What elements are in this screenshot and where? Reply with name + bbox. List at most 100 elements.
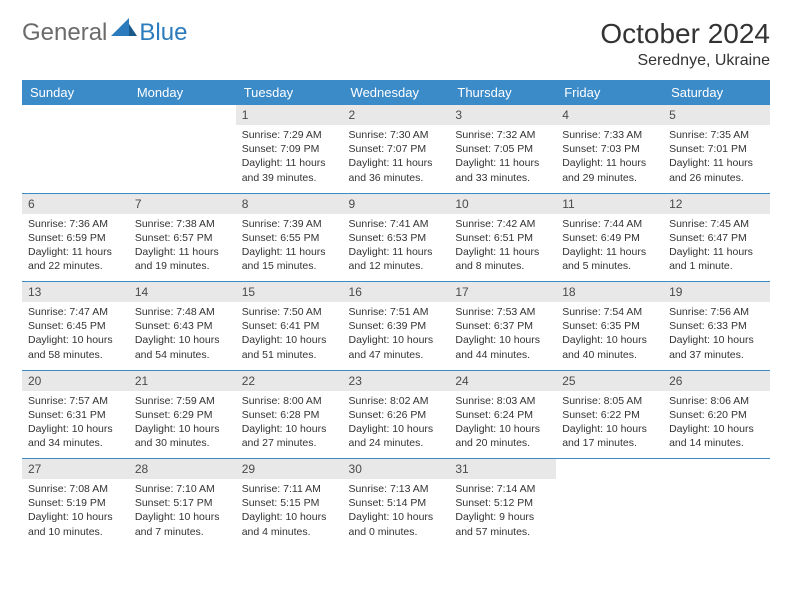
sunrise: Sunrise: 7:54 AM xyxy=(562,305,657,319)
day-details: Sunrise: 7:10 AMSunset: 5:17 PMDaylight:… xyxy=(129,479,236,542)
day-details: Sunrise: 7:59 AMSunset: 6:29 PMDaylight:… xyxy=(129,391,236,454)
day-details: Sunrise: 7:39 AMSunset: 6:55 PMDaylight:… xyxy=(236,214,343,277)
day-number: 27 xyxy=(22,459,129,479)
daylight: Daylight: 10 hours and 54 minutes. xyxy=(135,333,230,361)
day-details: Sunrise: 7:30 AMSunset: 7:07 PMDaylight:… xyxy=(343,125,450,188)
daylight: Daylight: 11 hours and 19 minutes. xyxy=(135,245,230,273)
sunset: Sunset: 6:43 PM xyxy=(135,319,230,333)
day-details: Sunrise: 7:11 AMSunset: 5:15 PMDaylight:… xyxy=(236,479,343,542)
daylight: Daylight: 11 hours and 33 minutes. xyxy=(455,156,550,184)
sunrise: Sunrise: 7:51 AM xyxy=(349,305,444,319)
daylight: Daylight: 10 hours and 17 minutes. xyxy=(562,422,657,450)
day-cell: 20Sunrise: 7:57 AMSunset: 6:31 PMDayligh… xyxy=(22,371,129,459)
sunset: Sunset: 7:03 PM xyxy=(562,142,657,156)
day-number: 19 xyxy=(663,282,770,302)
day-number: 22 xyxy=(236,371,343,391)
sunset: Sunset: 6:24 PM xyxy=(455,408,550,422)
day-cell: 9Sunrise: 7:41 AMSunset: 6:53 PMDaylight… xyxy=(343,194,450,282)
day-cell: 23Sunrise: 8:02 AMSunset: 6:26 PMDayligh… xyxy=(343,371,450,459)
daylight: Daylight: 11 hours and 26 minutes. xyxy=(669,156,764,184)
sunrise: Sunrise: 7:38 AM xyxy=(135,217,230,231)
sunset: Sunset: 7:05 PM xyxy=(455,142,550,156)
daylight: Daylight: 10 hours and 44 minutes. xyxy=(455,333,550,361)
col-saturday: Saturday xyxy=(663,80,770,105)
sunrise: Sunrise: 7:53 AM xyxy=(455,305,550,319)
logo-text-gray: General xyxy=(22,19,107,47)
day-number: 12 xyxy=(663,194,770,214)
daylight: Daylight: 10 hours and 4 minutes. xyxy=(242,510,337,538)
day-number: 2 xyxy=(343,105,450,125)
day-number: 10 xyxy=(449,194,556,214)
daylight: Daylight: 10 hours and 30 minutes. xyxy=(135,422,230,450)
day-details: Sunrise: 8:02 AMSunset: 6:26 PMDaylight:… xyxy=(343,391,450,454)
sunset: Sunset: 5:15 PM xyxy=(242,496,337,510)
sunset: Sunset: 6:22 PM xyxy=(562,408,657,422)
day-cell: 1Sunrise: 7:29 AMSunset: 7:09 PMDaylight… xyxy=(236,105,343,193)
day-number: 25 xyxy=(556,371,663,391)
day-details: Sunrise: 8:05 AMSunset: 6:22 PMDaylight:… xyxy=(556,391,663,454)
header: General Blue October 2024 Serednye, Ukra… xyxy=(22,18,770,70)
week-row: 27Sunrise: 7:08 AMSunset: 5:19 PMDayligh… xyxy=(22,459,770,547)
day-number: 21 xyxy=(129,371,236,391)
title-block: October 2024 Serednye, Ukraine xyxy=(600,18,770,70)
sunset: Sunset: 6:47 PM xyxy=(669,231,764,245)
sunrise: Sunrise: 7:48 AM xyxy=(135,305,230,319)
day-cell xyxy=(129,105,236,193)
day-number: 18 xyxy=(556,282,663,302)
day-details: Sunrise: 7:50 AMSunset: 6:41 PMDaylight:… xyxy=(236,302,343,365)
sunset: Sunset: 6:55 PM xyxy=(242,231,337,245)
daylight: Daylight: 11 hours and 12 minutes. xyxy=(349,245,444,273)
day-details: Sunrise: 7:56 AMSunset: 6:33 PMDaylight:… xyxy=(663,302,770,365)
day-details: Sunrise: 7:51 AMSunset: 6:39 PMDaylight:… xyxy=(343,302,450,365)
day-details: Sunrise: 8:03 AMSunset: 6:24 PMDaylight:… xyxy=(449,391,556,454)
daylight: Daylight: 11 hours and 1 minute. xyxy=(669,245,764,273)
day-number: 15 xyxy=(236,282,343,302)
col-friday: Friday xyxy=(556,80,663,105)
sunset: Sunset: 5:14 PM xyxy=(349,496,444,510)
daylight: Daylight: 10 hours and 7 minutes. xyxy=(135,510,230,538)
sunset: Sunset: 6:39 PM xyxy=(349,319,444,333)
day-cell: 31Sunrise: 7:14 AMSunset: 5:12 PMDayligh… xyxy=(449,459,556,547)
daylight: Daylight: 10 hours and 51 minutes. xyxy=(242,333,337,361)
day-number: 16 xyxy=(343,282,450,302)
calendar-body: 1Sunrise: 7:29 AMSunset: 7:09 PMDaylight… xyxy=(22,105,770,547)
sunrise: Sunrise: 7:11 AM xyxy=(242,482,337,496)
sunset: Sunset: 6:41 PM xyxy=(242,319,337,333)
day-details: Sunrise: 7:44 AMSunset: 6:49 PMDaylight:… xyxy=(556,214,663,277)
day-cell: 12Sunrise: 7:45 AMSunset: 6:47 PMDayligh… xyxy=(663,194,770,282)
sunrise: Sunrise: 7:35 AM xyxy=(669,128,764,142)
daylight: Daylight: 11 hours and 29 minutes. xyxy=(562,156,657,184)
day-cell: 15Sunrise: 7:50 AMSunset: 6:41 PMDayligh… xyxy=(236,282,343,370)
sunset: Sunset: 6:51 PM xyxy=(455,231,550,245)
sunset: Sunset: 6:29 PM xyxy=(135,408,230,422)
day-number: 11 xyxy=(556,194,663,214)
logo-text-blue: Blue xyxy=(139,19,187,47)
day-cell: 30Sunrise: 7:13 AMSunset: 5:14 PMDayligh… xyxy=(343,459,450,547)
day-cell: 8Sunrise: 7:39 AMSunset: 6:55 PMDaylight… xyxy=(236,194,343,282)
day-details: Sunrise: 7:36 AMSunset: 6:59 PMDaylight:… xyxy=(22,214,129,277)
daylight: Daylight: 10 hours and 27 minutes. xyxy=(242,422,337,450)
col-wednesday: Wednesday xyxy=(343,80,450,105)
sunset: Sunset: 5:17 PM xyxy=(135,496,230,510)
day-details: Sunrise: 7:47 AMSunset: 6:45 PMDaylight:… xyxy=(22,302,129,365)
day-cell xyxy=(663,459,770,547)
month-title: October 2024 xyxy=(600,18,770,50)
day-number: 4 xyxy=(556,105,663,125)
sunset: Sunset: 5:19 PM xyxy=(28,496,123,510)
sunrise: Sunrise: 8:00 AM xyxy=(242,394,337,408)
day-details: Sunrise: 8:06 AMSunset: 6:20 PMDaylight:… xyxy=(663,391,770,454)
day-cell: 13Sunrise: 7:47 AMSunset: 6:45 PMDayligh… xyxy=(22,282,129,370)
sunset: Sunset: 6:57 PM xyxy=(135,231,230,245)
day-details: Sunrise: 7:14 AMSunset: 5:12 PMDaylight:… xyxy=(449,479,556,542)
day-header-row: Sunday Monday Tuesday Wednesday Thursday… xyxy=(22,80,770,105)
sunrise: Sunrise: 7:10 AM xyxy=(135,482,230,496)
sunset: Sunset: 6:45 PM xyxy=(28,319,123,333)
day-number: 23 xyxy=(343,371,450,391)
day-cell: 18Sunrise: 7:54 AMSunset: 6:35 PMDayligh… xyxy=(556,282,663,370)
week-row: 13Sunrise: 7:47 AMSunset: 6:45 PMDayligh… xyxy=(22,282,770,370)
day-cell: 10Sunrise: 7:42 AMSunset: 6:51 PMDayligh… xyxy=(449,194,556,282)
day-number: 24 xyxy=(449,371,556,391)
sunrise: Sunrise: 7:29 AM xyxy=(242,128,337,142)
day-details: Sunrise: 7:57 AMSunset: 6:31 PMDaylight:… xyxy=(22,391,129,454)
sunset: Sunset: 6:20 PM xyxy=(669,408,764,422)
